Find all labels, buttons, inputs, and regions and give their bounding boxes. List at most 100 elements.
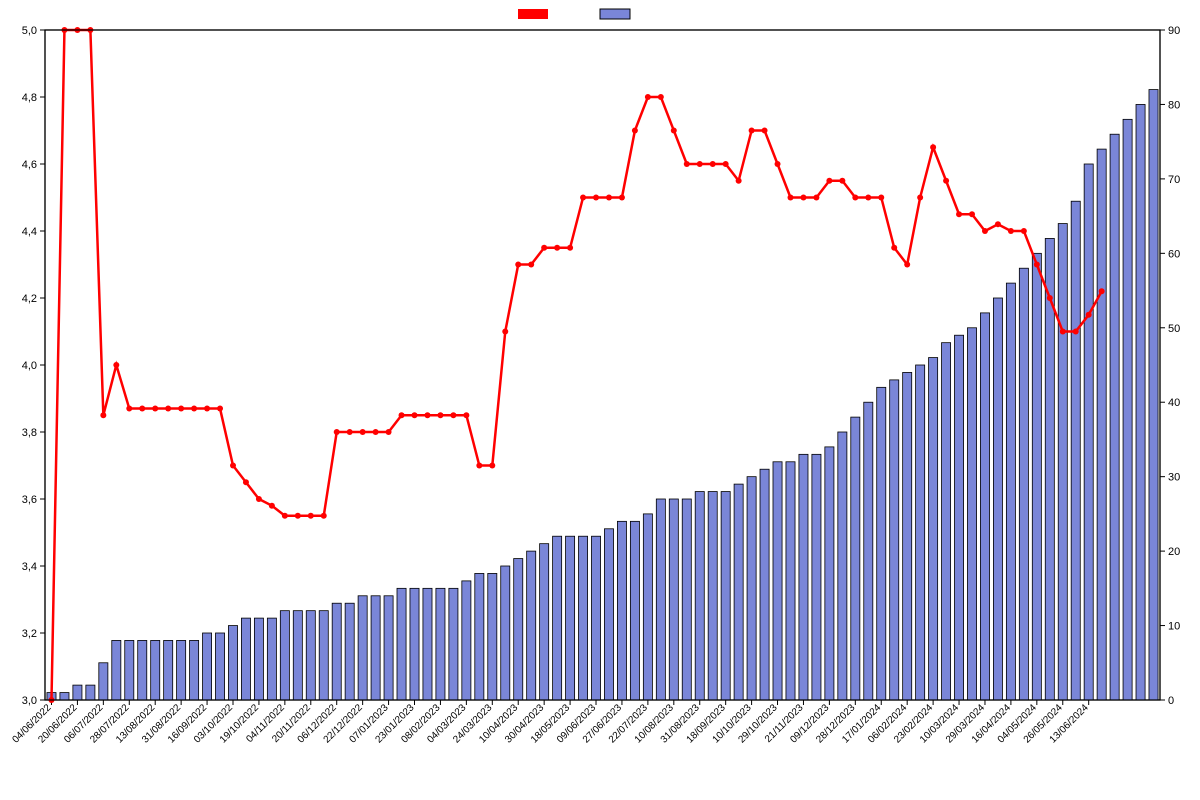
- bar: [682, 499, 691, 700]
- line-marker: [347, 429, 353, 435]
- line-marker: [424, 412, 430, 418]
- bar: [423, 588, 432, 700]
- left-axis-tick-label: 3,4: [22, 561, 37, 573]
- legend-bar-swatch: [600, 9, 630, 19]
- bar: [112, 640, 121, 700]
- bar: [203, 633, 212, 700]
- bar: [760, 469, 769, 700]
- line-marker: [1073, 329, 1079, 335]
- right-axis-tick-label: 40: [1168, 397, 1180, 409]
- line-marker: [204, 406, 210, 412]
- bar: [566, 536, 575, 700]
- bar: [215, 633, 224, 700]
- line-marker: [671, 128, 677, 134]
- bar: [838, 432, 847, 700]
- bar: [877, 387, 886, 700]
- bar: [410, 588, 419, 700]
- bar: [1019, 268, 1028, 700]
- line-marker: [126, 406, 132, 412]
- line-marker: [852, 195, 858, 201]
- line-marker: [1047, 295, 1053, 301]
- line-marker: [463, 412, 469, 418]
- right-axis-tick-label: 80: [1168, 99, 1180, 111]
- bar: [980, 313, 989, 700]
- bar: [993, 298, 1002, 700]
- line-marker: [165, 406, 171, 412]
- line-marker: [580, 195, 586, 201]
- bar: [527, 551, 536, 700]
- line-marker: [1034, 262, 1040, 268]
- left-axis-tick-label: 5,0: [22, 25, 37, 37]
- line-marker: [969, 211, 975, 217]
- bar: [591, 536, 600, 700]
- bar: [617, 521, 626, 700]
- right-axis-tick-label: 50: [1168, 323, 1180, 335]
- left-axis-tick-label: 4,4: [22, 226, 37, 238]
- line-marker: [593, 195, 599, 201]
- line-marker: [710, 161, 716, 167]
- line-marker: [1008, 228, 1014, 234]
- line-marker: [139, 406, 145, 412]
- line-marker: [826, 178, 832, 184]
- bar: [669, 499, 678, 700]
- bar: [604, 529, 613, 700]
- bar: [151, 640, 160, 700]
- line-marker: [528, 262, 534, 268]
- line-marker: [295, 513, 301, 519]
- line-marker: [321, 513, 327, 519]
- line-marker: [567, 245, 573, 251]
- bar: [540, 544, 549, 700]
- line-marker: [632, 128, 638, 134]
- bar: [1149, 90, 1158, 700]
- line-marker: [878, 195, 884, 201]
- line-marker: [373, 429, 379, 435]
- line-marker: [1099, 288, 1105, 294]
- line-marker: [113, 362, 119, 368]
- bar: [60, 693, 69, 700]
- bar: [1123, 119, 1132, 700]
- right-axis-tick-label: 0: [1168, 695, 1174, 707]
- bar: [293, 611, 302, 700]
- combo-chart-svg: 3,03,23,43,63,84,04,24,44,64,85,00102030…: [0, 0, 1200, 800]
- bar: [488, 573, 497, 700]
- right-axis-tick-label: 90: [1168, 25, 1180, 37]
- bar: [1110, 134, 1119, 700]
- bar: [1006, 283, 1015, 700]
- line-marker: [1021, 228, 1027, 234]
- line-marker: [645, 94, 651, 100]
- bar: [1032, 253, 1041, 700]
- bar: [734, 484, 743, 700]
- line-marker: [437, 412, 443, 418]
- line-marker: [100, 412, 106, 418]
- line-marker: [930, 144, 936, 150]
- line-marker: [723, 161, 729, 167]
- left-axis-tick-label: 4,8: [22, 92, 37, 104]
- bar: [501, 566, 510, 700]
- bar: [695, 492, 704, 700]
- bar: [267, 618, 276, 700]
- line-marker: [800, 195, 806, 201]
- bar: [851, 417, 860, 700]
- line-marker: [749, 128, 755, 134]
- bar: [99, 663, 108, 700]
- line-marker: [736, 178, 742, 184]
- line-marker: [256, 496, 262, 502]
- bar: [825, 447, 834, 700]
- line-marker: [308, 513, 314, 519]
- right-axis-tick-label: 10: [1168, 621, 1180, 633]
- left-axis-tick-label: 3,6: [22, 494, 37, 506]
- chart-container: 3,03,23,43,63,84,04,24,44,64,85,00102030…: [0, 0, 1200, 800]
- line-marker: [386, 429, 392, 435]
- left-axis-tick-label: 3,8: [22, 427, 37, 439]
- left-axis-tick-label: 4,6: [22, 159, 37, 171]
- line-marker: [917, 195, 923, 201]
- bar: [890, 380, 899, 700]
- bar: [656, 499, 665, 700]
- line-marker: [865, 195, 871, 201]
- line-marker: [943, 178, 949, 184]
- line-marker: [762, 128, 768, 134]
- bar: [228, 626, 237, 700]
- line-marker: [360, 429, 366, 435]
- legend-line-swatch: [518, 9, 548, 19]
- bar: [514, 559, 523, 700]
